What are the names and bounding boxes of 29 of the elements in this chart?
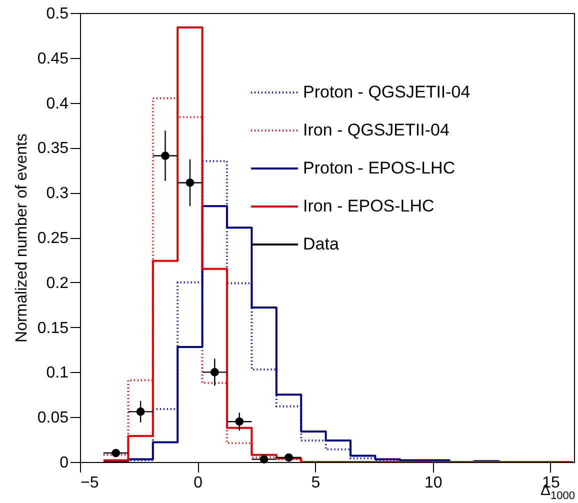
legend-label: Data (303, 234, 340, 254)
x-tick-label: 10 (424, 474, 442, 492)
y-tick-label: 0.1 (46, 364, 69, 382)
point (112, 448, 120, 458)
y-tick-label: 0.45 (37, 50, 69, 68)
y-tick-label: 0.05 (37, 410, 69, 427)
point (136, 408, 145, 416)
x-tick-label: 5 (311, 474, 320, 492)
x-tick-label: 0 (194, 474, 203, 492)
legend-label: Proton - QGSJETII-04 (303, 82, 470, 102)
y-tick-label: 0 (60, 454, 69, 472)
point (210, 368, 219, 376)
y-tick-label: 0.2 (46, 274, 69, 292)
legend-label: Iron - QGSJETII-04 (303, 120, 450, 140)
point (186, 178, 194, 187)
y-tick-label: 0.3 (46, 185, 69, 202)
legend-label: Proton - EPOS-LHC (303, 158, 456, 178)
legend-label: Iron - EPOS-LHC (303, 196, 434, 216)
point (235, 417, 244, 426)
point (260, 455, 268, 464)
y-tick-label: 0.5 (46, 6, 69, 22)
point (284, 453, 293, 462)
x-tick-label: −5 (80, 474, 99, 492)
y-axis-title: Normalized number of events (13, 134, 30, 342)
y-tick-label: 0.15 (37, 320, 69, 337)
y-tick-label: 0.25 (37, 230, 69, 247)
y-tick-label: 0.4 (46, 95, 69, 112)
point (161, 152, 170, 160)
y-tick-label: 0.35 (37, 140, 69, 158)
